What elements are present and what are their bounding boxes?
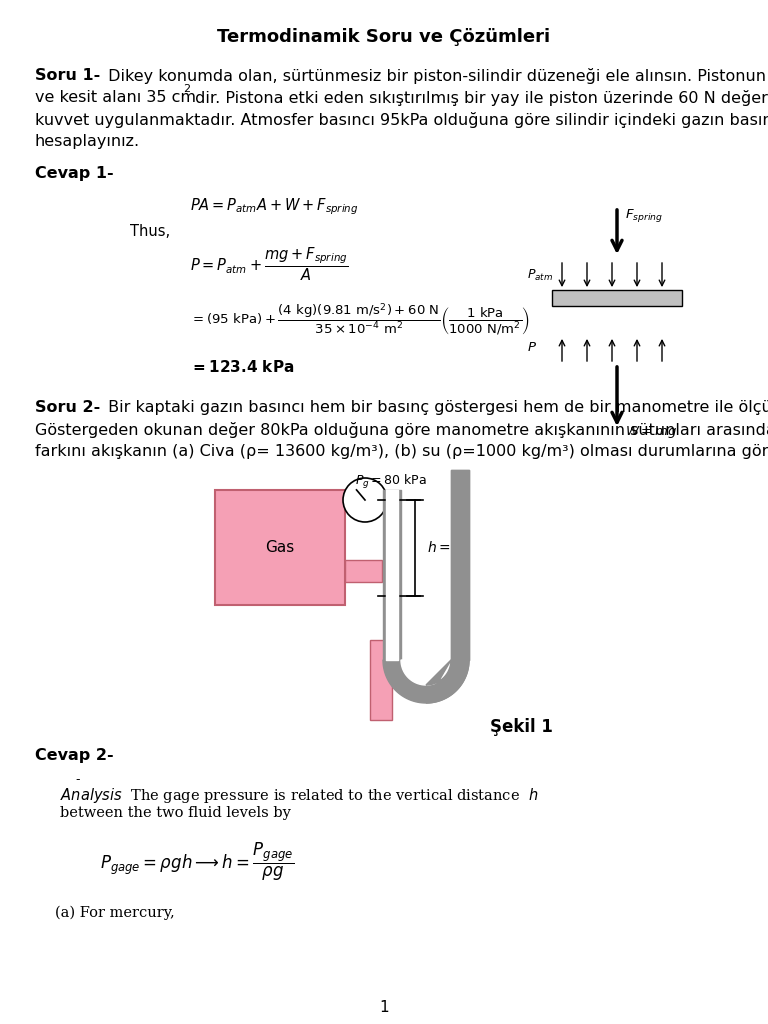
Text: $W = mg$: $W = mg$ xyxy=(625,424,677,440)
Text: between the two fluid levels by: between the two fluid levels by xyxy=(60,806,291,820)
Text: Bir kaptaki gazın basıncı hem bir basınç göstergesi hem de bir manometre ile ölç: Bir kaptaki gazın basıncı hem bir basınç… xyxy=(103,400,768,415)
Bar xyxy=(552,290,682,306)
Text: Termodinamik Soru ve Çözümleri: Termodinamik Soru ve Çözümleri xyxy=(217,28,551,46)
Text: 2: 2 xyxy=(183,84,190,94)
Text: 1: 1 xyxy=(379,1000,389,1015)
Text: hesaplayınız.: hesaplayınız. xyxy=(35,134,140,150)
Text: $PA = P_{atm}A + W + F_{spring}$: $PA = P_{atm}A + W + F_{spring}$ xyxy=(190,196,359,217)
Text: Cevap 2-: Cevap 2- xyxy=(35,748,114,763)
Text: $P = P_{atm} + \dfrac{mg + F_{spring}}{A}$: $P = P_{atm} + \dfrac{mg + F_{spring}}{A… xyxy=(190,246,349,284)
Polygon shape xyxy=(426,660,469,703)
Circle shape xyxy=(343,478,387,522)
Text: $\mathit{Analysis}$  The gage pressure is related to the vertical distance  $h$: $\mathit{Analysis}$ The gage pressure is… xyxy=(60,786,538,805)
Text: (a) For mercury,: (a) For mercury, xyxy=(55,906,175,921)
Polygon shape xyxy=(383,660,469,703)
Text: $P_{atm}$: $P_{atm}$ xyxy=(527,268,553,283)
Text: $\bf{= 123.4\ kPa}$: $\bf{= 123.4\ kPa}$ xyxy=(190,359,294,375)
Text: Şekil 1: Şekil 1 xyxy=(490,718,553,736)
Polygon shape xyxy=(401,660,451,685)
Text: kuvvet uygulanmaktadır. Atmosfer basıncı 95kPa olduğuna göre silindir içindeki g: kuvvet uygulanmaktadır. Atmosfer basıncı… xyxy=(35,112,768,128)
Text: Göstergeden okunan değer 80kPa olduğuna göre manometre akışkanının sütunları ara: Göstergeden okunan değer 80kPa olduğuna … xyxy=(35,422,768,438)
Text: $P_{gage} = \rho g h \longrightarrow h = \dfrac{P_{gage}}{\rho g}$: $P_{gage} = \rho g h \longrightarrow h =… xyxy=(100,841,294,883)
Text: Thus,: Thus, xyxy=(130,224,170,239)
Text: Soru 2-: Soru 2- xyxy=(35,400,101,415)
Text: Gas: Gas xyxy=(266,540,295,555)
Text: Dikey konumda olan, sürtünmesiz bir piston-silindir düzeneği ele alınsın. Piston: Dikey konumda olan, sürtünmesiz bir pist… xyxy=(103,68,768,84)
Text: -: - xyxy=(75,773,80,786)
Text: dir. Pistona etki eden sıkıştırılmış bir yay ile piston üzerinde 60 N değerinde : dir. Pistona etki eden sıkıştırılmış bir… xyxy=(190,90,768,106)
Text: ve kesit alanı 35 cm: ve kesit alanı 35 cm xyxy=(35,90,196,105)
Text: $F_{spring}$: $F_{spring}$ xyxy=(625,207,663,224)
Text: $P_g = 80\ \mathrm{kPa}$: $P_g = 80\ \mathrm{kPa}$ xyxy=(355,473,427,490)
Text: farkını akışkanın (a) Civa (ρ= 13600 kg/m³), (b) su (ρ=1000 kg/m³) olması duruml: farkını akışkanın (a) Civa (ρ= 13600 kg/… xyxy=(35,444,768,459)
Text: $P$: $P$ xyxy=(527,341,537,354)
Text: $h = ?$: $h = ?$ xyxy=(427,541,461,555)
Bar xyxy=(370,640,392,720)
Text: Cevap 1-: Cevap 1- xyxy=(35,166,114,181)
Text: Soru 1-: Soru 1- xyxy=(35,68,101,83)
Bar xyxy=(215,490,345,605)
Text: $= (95\ \mathrm{kPa}) + \dfrac{(4\ \mathrm{kg})(9.81\ \mathrm{m/s^2}) + 60\ \mat: $= (95\ \mathrm{kPa}) + \dfrac{(4\ \math… xyxy=(190,301,530,337)
Bar xyxy=(345,560,382,582)
